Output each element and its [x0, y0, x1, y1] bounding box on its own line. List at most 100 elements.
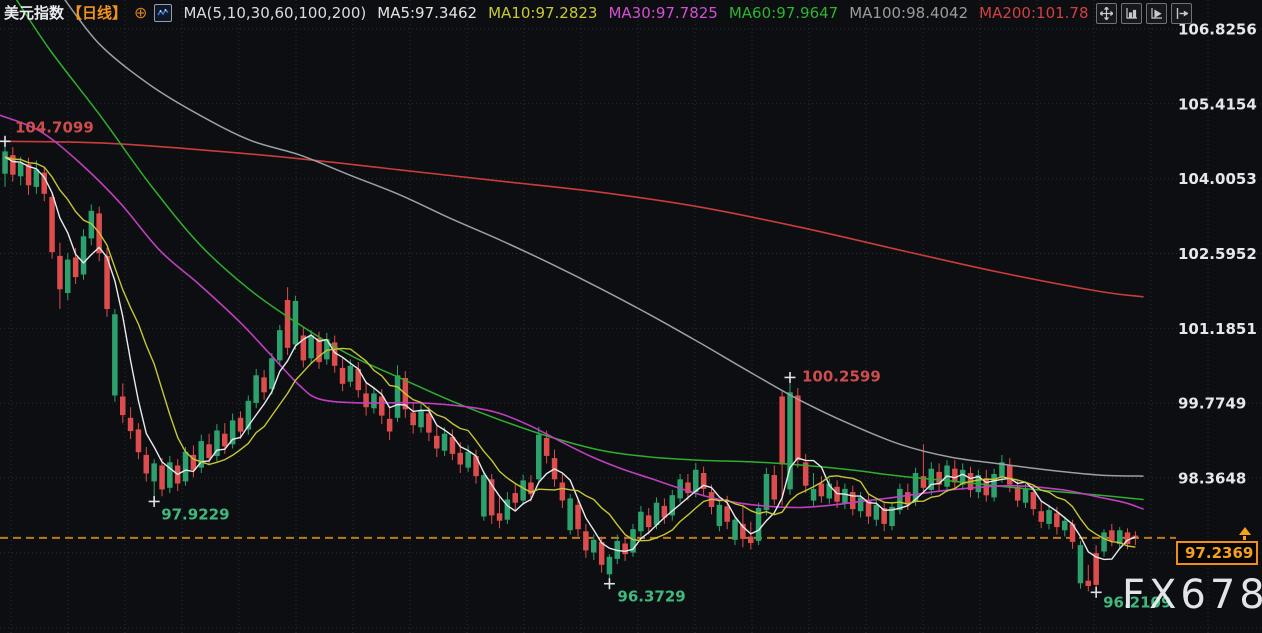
ma5-line: [4, 156, 1136, 561]
candle: [229, 413, 236, 449]
candle: [331, 335, 338, 373]
candle: [653, 497, 660, 530]
candle: [10, 147, 16, 182]
price-annotation: 104.7099: [15, 118, 94, 136]
candle: [339, 358, 346, 392]
y-axis-tick-label: 98.3648: [1178, 470, 1246, 488]
candle: [528, 475, 534, 502]
price-annotation: 97.9229: [161, 506, 229, 524]
candle: [253, 368, 259, 409]
candle: [65, 253, 71, 300]
expand-icon[interactable]: ⊕: [134, 3, 148, 22]
chart-toolbar: [1096, 3, 1192, 24]
candle: [504, 492, 511, 524]
annotations-layer: 104.7099 97.9229 100.2599 96.3729 96.2109: [0, 118, 1171, 611]
candle: [669, 489, 675, 521]
y-axis-tick-label: 102.5952: [1178, 245, 1257, 263]
candle: [1030, 485, 1037, 516]
candle: [716, 501, 723, 532]
candle: [795, 388, 801, 468]
price-annotation: 100.2599: [802, 367, 881, 385]
candle: [1117, 527, 1123, 550]
candle: [755, 502, 762, 546]
expand-kline-button[interactable]: [1146, 3, 1167, 24]
candle: [936, 463, 942, 493]
candle: [120, 383, 126, 424]
candle: [49, 192, 55, 259]
ma-value-label: MA30:97.7825: [608, 4, 718, 22]
candle: [771, 465, 777, 505]
candle: [371, 387, 377, 414]
candle: [818, 476, 825, 503]
y-axis-labels: 106.8256 105.4154 104.0053 102.5952 101.1851…: [1178, 21, 1257, 488]
candle: [214, 424, 220, 462]
candle: [732, 516, 738, 546]
y-axis-tick-label: 105.4154: [1178, 95, 1257, 113]
ma-value-label: MA60:97.9647: [728, 4, 839, 22]
shift-right-button[interactable]: [1171, 3, 1192, 24]
watermark: FX678: [1122, 572, 1262, 618]
candle: [700, 466, 707, 497]
candle: [198, 434, 204, 473]
candle: [496, 497, 503, 529]
crosshair-pan-button[interactable]: [1096, 3, 1117, 24]
ma30-line: [0, 114, 1144, 510]
candle: [645, 508, 652, 535]
candle: [80, 229, 87, 280]
candle: [112, 309, 118, 402]
candle: [1062, 516, 1068, 537]
candle: [661, 498, 668, 524]
candle: [17, 156, 24, 186]
crosshair-pan-icon: [1100, 7, 1113, 20]
candle: [245, 395, 252, 435]
candle: [1038, 501, 1044, 529]
candle: [434, 425, 440, 457]
current-price-tag: 97.2369: [1176, 541, 1258, 565]
y-axis-tick-label: 99.7749: [1178, 395, 1246, 413]
candle: [41, 167, 47, 202]
candle: [300, 327, 307, 368]
candle: [826, 478, 832, 504]
candle: [583, 523, 589, 558]
candle: [363, 381, 369, 416]
compress-kline-button[interactable]: [1121, 3, 1142, 24]
price-annotation: 96.2109: [1103, 593, 1171, 611]
ma-settings-label: MA(5,10,30,60,100,200): [183, 4, 367, 22]
ma-value-label: MA100:98.4042: [849, 4, 969, 22]
candle: [449, 429, 456, 461]
candle: [1093, 545, 1099, 593]
candle: [1101, 529, 1107, 557]
candle: [441, 427, 448, 456]
expand-kline-icon: [1151, 8, 1162, 19]
candle: [842, 483, 848, 509]
candle: [999, 454, 1005, 483]
ma-value-label: MA200:101.78: [979, 4, 1089, 22]
candle: [277, 324, 283, 366]
price-annotation: 96.3729: [617, 588, 685, 606]
candle: [959, 463, 966, 490]
candle: [1132, 531, 1139, 546]
candle: [536, 426, 542, 484]
candle: [127, 407, 134, 439]
candle: [182, 447, 189, 486]
period-selector[interactable]: 【日线】: [67, 4, 128, 22]
candle: [559, 474, 566, 508]
candle: [787, 377, 793, 495]
candle: [1109, 523, 1115, 547]
candle: [1085, 564, 1091, 592]
candle: [261, 370, 267, 400]
candle: [567, 494, 573, 535]
candle: [2, 141, 8, 187]
candle: [167, 456, 173, 494]
y-axis-tick-label: 104.0053: [1178, 170, 1257, 188]
candle: [638, 505, 644, 537]
candle: [284, 287, 291, 356]
candle: [630, 523, 636, 557]
candle: [1077, 540, 1084, 589]
ma100-line: [64, 0, 1144, 477]
symbol-name: 美元指数: [4, 4, 65, 22]
candle: [850, 485, 856, 516]
